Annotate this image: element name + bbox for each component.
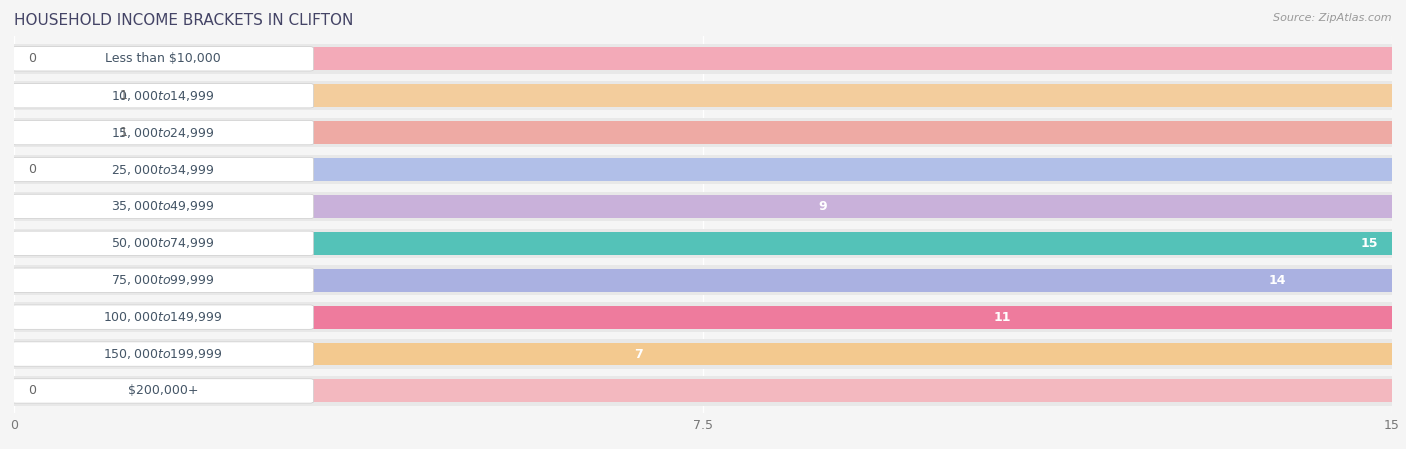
FancyBboxPatch shape xyxy=(13,120,314,145)
Bar xyxy=(14,84,1392,107)
Text: HOUSEHOLD INCOME BRACKETS IN CLIFTON: HOUSEHOLD INCOME BRACKETS IN CLIFTON xyxy=(14,13,353,28)
Text: 1: 1 xyxy=(120,89,128,102)
Text: $200,000+: $200,000+ xyxy=(128,384,198,397)
Bar xyxy=(14,155,1392,184)
Text: $10,000 to $14,999: $10,000 to $14,999 xyxy=(111,89,215,103)
Text: $50,000 to $74,999: $50,000 to $74,999 xyxy=(111,236,215,251)
Text: $15,000 to $24,999: $15,000 to $24,999 xyxy=(111,126,215,140)
FancyBboxPatch shape xyxy=(13,342,314,366)
FancyBboxPatch shape xyxy=(13,231,314,255)
FancyBboxPatch shape xyxy=(13,194,314,219)
Bar xyxy=(14,229,1392,258)
Text: 0: 0 xyxy=(28,52,35,65)
Text: 1: 1 xyxy=(120,126,128,139)
Bar xyxy=(14,306,1392,329)
Bar xyxy=(14,302,1392,332)
Text: Source: ZipAtlas.com: Source: ZipAtlas.com xyxy=(1274,13,1392,23)
FancyBboxPatch shape xyxy=(13,47,314,71)
Text: 0: 0 xyxy=(28,384,35,397)
Bar xyxy=(14,195,1392,218)
Bar xyxy=(14,265,1392,295)
Bar xyxy=(14,343,1392,365)
Text: $25,000 to $34,999: $25,000 to $34,999 xyxy=(111,163,215,176)
Text: $75,000 to $99,999: $75,000 to $99,999 xyxy=(111,273,215,287)
Bar xyxy=(14,269,1392,292)
FancyBboxPatch shape xyxy=(13,268,314,292)
Bar xyxy=(14,339,1392,369)
Bar xyxy=(14,118,1392,147)
Text: $150,000 to $199,999: $150,000 to $199,999 xyxy=(103,347,222,361)
Text: 15: 15 xyxy=(1361,237,1378,250)
FancyBboxPatch shape xyxy=(13,379,314,403)
Bar xyxy=(14,158,1392,181)
Bar xyxy=(14,192,1392,221)
Text: 0: 0 xyxy=(28,163,35,176)
Bar xyxy=(14,379,1392,402)
Bar xyxy=(14,232,1392,255)
Bar xyxy=(14,81,1392,110)
FancyBboxPatch shape xyxy=(13,305,314,329)
Text: $100,000 to $149,999: $100,000 to $149,999 xyxy=(103,310,222,324)
Bar xyxy=(14,47,1392,70)
Text: Less than $10,000: Less than $10,000 xyxy=(105,52,221,65)
Text: $35,000 to $49,999: $35,000 to $49,999 xyxy=(111,199,215,213)
Bar xyxy=(14,376,1392,406)
FancyBboxPatch shape xyxy=(13,157,314,182)
Text: 9: 9 xyxy=(818,200,827,213)
Text: 11: 11 xyxy=(993,311,1011,324)
Bar xyxy=(14,44,1392,74)
Bar xyxy=(14,121,1392,144)
Text: 14: 14 xyxy=(1268,274,1286,287)
Text: 7: 7 xyxy=(634,348,644,361)
FancyBboxPatch shape xyxy=(13,84,314,108)
